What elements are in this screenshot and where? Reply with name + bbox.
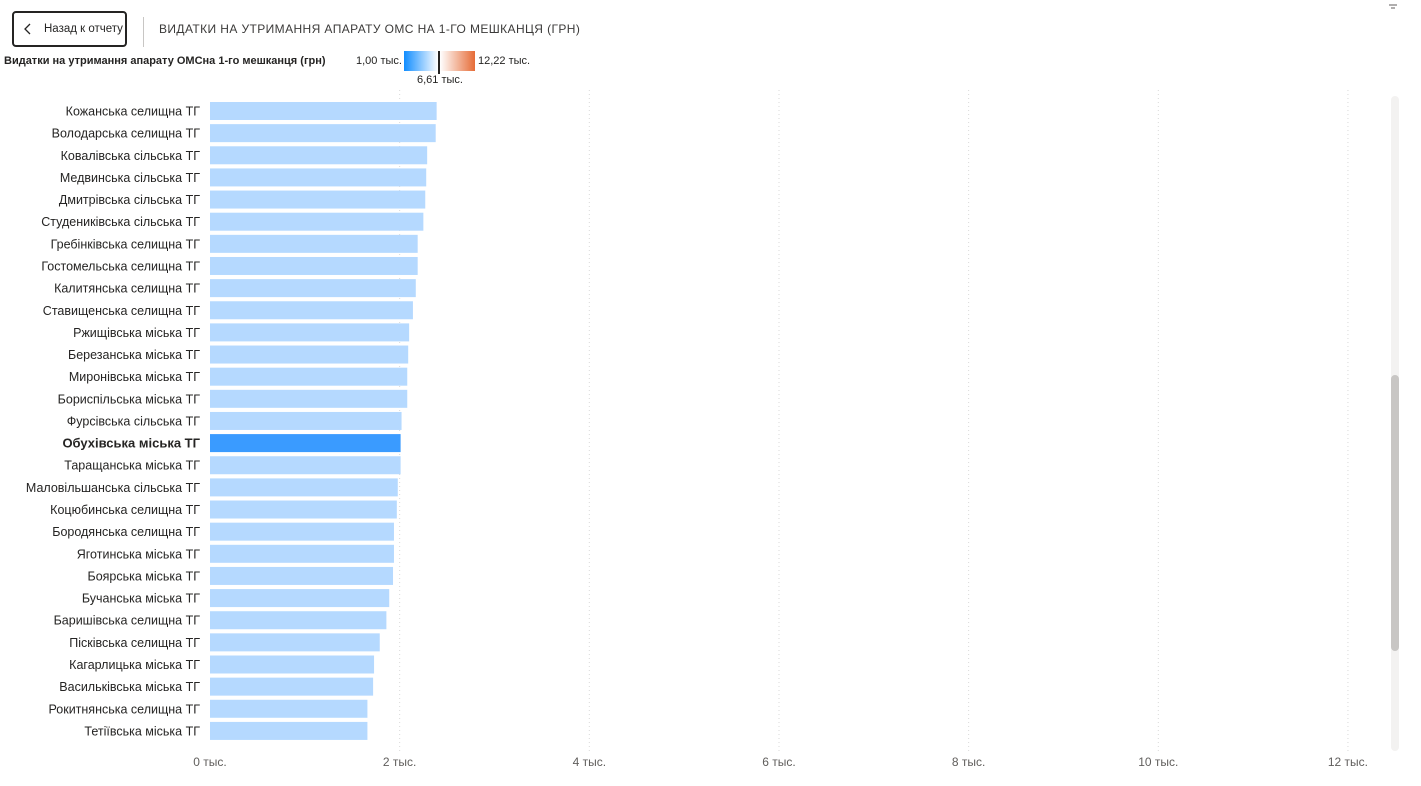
category-label[interactable]: Васильківська міська ТГ [59,680,200,694]
category-label[interactable]: Рокитнянська селищна ТГ [48,702,200,716]
bar[interactable] [210,146,428,165]
bar[interactable] [210,234,418,253]
bar-chart: Кожанська селищна ТГ Володарська селищна … [26,90,1368,769]
page-title: ВИДАТКИ НА УТРИМАННЯ АПАРАТУ ОМС НА 1-ГО… [159,22,581,36]
category-label[interactable]: Миронівська міська ТГ [69,370,200,384]
bar[interactable] [210,367,408,386]
category-label[interactable]: Кожанська селищна ТГ [66,105,201,119]
legend-gradient-high [440,51,475,71]
category-label[interactable]: Маловільшанська сільська ТГ [26,481,200,495]
x-tick-label: 4 тыс. [573,755,606,769]
bar[interactable] [210,434,401,453]
x-tick-label: 12 тыс. [1328,755,1368,769]
bar[interactable] [210,633,380,652]
category-label[interactable]: Обухівська міська ТГ [62,436,200,451]
x-tick-label: 0 тыс. [193,755,226,769]
x-tick-label: 8 тыс. [952,755,985,769]
x-tick-label: 6 тыс. [762,755,795,769]
legend-max-label: 12,22 тыс. [478,55,531,67]
category-label[interactable]: Коцюбинська селищна ТГ [50,503,200,517]
category-label[interactable]: Дмитрівська сільська ТГ [59,193,200,207]
bar[interactable] [210,212,424,231]
bar[interactable] [210,190,426,209]
category-label[interactable]: Ставищенська селищна ТГ [43,304,200,318]
header-divider [143,17,144,47]
bar[interactable] [210,301,413,320]
bar[interactable] [210,124,436,143]
bar[interactable] [210,456,401,475]
bar[interactable] [210,345,409,364]
bar[interactable] [210,389,408,408]
bar[interactable] [210,323,410,342]
category-label[interactable]: Боярська міська ТГ [87,569,200,583]
category-label[interactable]: Фурсівська сільська ТГ [67,414,200,428]
bar[interactable] [210,522,394,541]
category-label[interactable]: Березанська міська ТГ [68,348,200,362]
legend-midpoint-marker [438,51,440,74]
bar[interactable] [210,655,375,674]
category-label[interactable]: Гребінківська селищна ТГ [51,237,201,251]
category-label[interactable]: Ковалівська сільська ТГ [61,149,201,163]
bar[interactable] [210,699,368,718]
bar[interactable] [210,411,402,430]
category-label[interactable]: Володарська селищна ТГ [52,127,201,141]
bar[interactable] [210,721,368,740]
bar[interactable] [210,677,374,696]
bar[interactable] [210,478,398,497]
legend-min-label: 1,00 тыс. [356,55,402,67]
bar[interactable] [210,168,427,187]
scrollbar-thumb[interactable] [1391,375,1399,651]
category-label[interactable]: Гостомельська селищна ТГ [41,259,200,273]
x-tick-label: 2 тыс. [383,755,416,769]
category-label[interactable]: Кагарлицька міська ТГ [69,658,200,672]
filter-icon[interactable] [1386,0,1400,10]
bar[interactable] [210,256,418,275]
category-label[interactable]: Медвинська сільська ТГ [60,171,200,185]
bar[interactable] [210,102,437,120]
category-label[interactable]: Таращанська міська ТГ [64,459,200,473]
category-label[interactable]: Яготинська міська ТГ [77,547,200,561]
category-label[interactable]: Баришівська селищна ТГ [54,614,201,628]
bar[interactable] [210,611,387,630]
bar[interactable] [210,544,394,563]
legend-title: Видатки на утримання апарату ОМСна 1-го … [4,55,326,67]
back-to-report-button[interactable]: Назад к отчету [12,11,127,47]
category-label[interactable]: Бучанська міська ТГ [82,592,200,606]
x-tick-label: 10 тыс. [1138,755,1178,769]
bar[interactable] [210,500,397,519]
bar[interactable] [210,566,394,585]
chevron-left-icon [16,13,40,45]
category-label[interactable]: Бориспільська міська ТГ [58,392,201,406]
bar[interactable] [210,279,416,298]
legend-mid-label: 6,61 тыс. [417,74,463,86]
category-label[interactable]: Калитянська селищна ТГ [54,282,200,296]
category-label[interactable]: Тетіївська міська ТГ [84,724,200,738]
category-label[interactable]: Студениківська сільська ТГ [41,215,200,229]
legend-gradient-low [404,51,438,71]
bar[interactable] [210,589,390,608]
category-label[interactable]: Бородянська селищна ТГ [52,525,200,539]
back-button-label: Назад к отчету [44,23,123,35]
category-label[interactable]: Ржищівська міська ТГ [73,326,200,340]
category-label[interactable]: Пісківська селищна ТГ [69,636,200,650]
